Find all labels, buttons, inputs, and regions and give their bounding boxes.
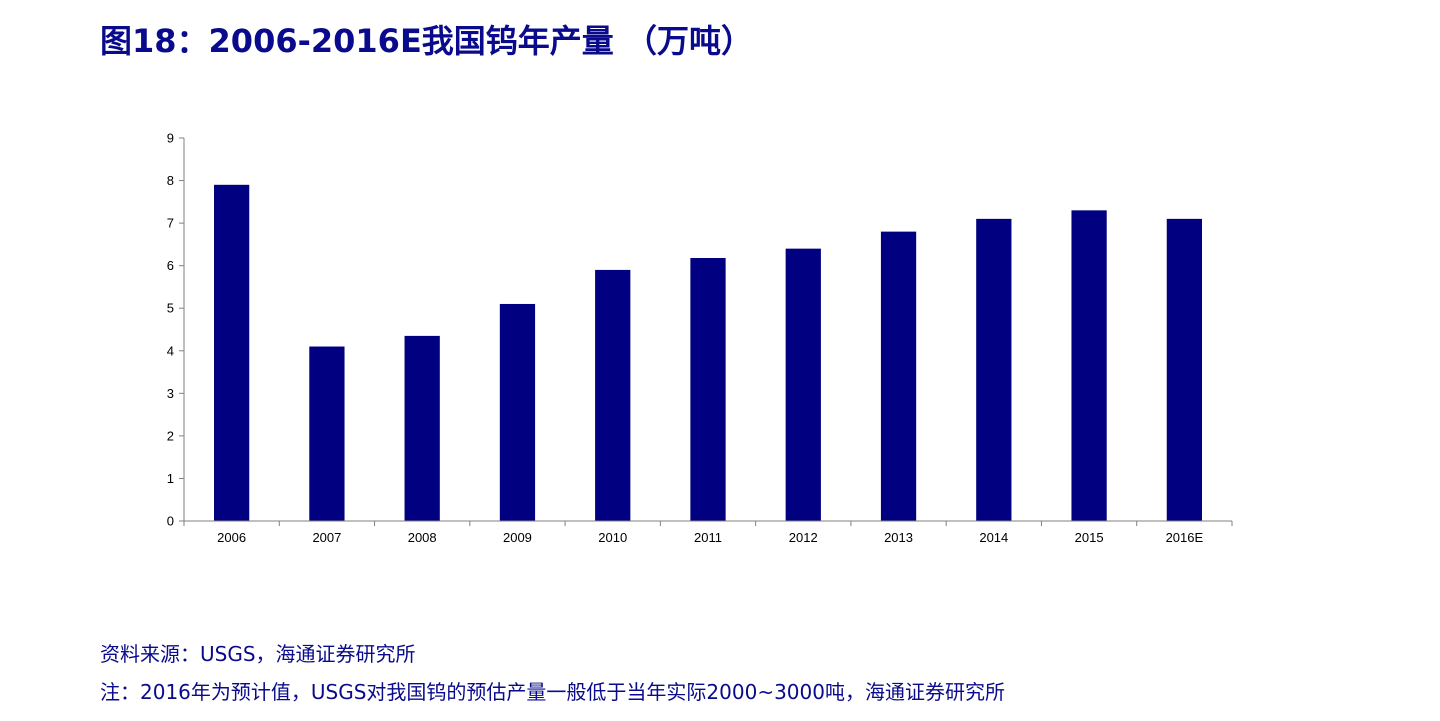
- bar-2014: [976, 218, 1012, 521]
- x-tick-label-2015: 2015: [1075, 530, 1104, 545]
- bar-2012: [785, 248, 821, 521]
- bar-2006: [214, 184, 250, 522]
- y-tick-label: 2: [167, 428, 174, 443]
- bars: [214, 184, 1202, 522]
- x-tick-label-2008: 2008: [408, 530, 437, 545]
- x-tick-label-2007: 2007: [312, 530, 341, 545]
- bar-2009: [499, 303, 536, 521]
- y-tick-label: 1: [167, 471, 174, 486]
- x-tick-label-2016E: 2016E: [1166, 530, 1204, 545]
- footnote: 注：2016年为预计值，USGS对我国钨的预估产量一般低于当年实际2000~30…: [100, 680, 1005, 704]
- x-tick-label-2012: 2012: [789, 530, 818, 545]
- bar-2013: [880, 231, 917, 521]
- y-tick-label: 8: [167, 173, 174, 188]
- y-tick-label: 0: [167, 514, 174, 529]
- bar-2015: [1071, 210, 1107, 521]
- y-tick-label: 6: [167, 258, 174, 273]
- y-tick-label: 4: [167, 343, 174, 358]
- x-tick-label-2006: 2006: [217, 530, 246, 545]
- x-tick-label-2013: 2013: [884, 530, 913, 545]
- x-tick-label-2011: 2011: [694, 530, 722, 545]
- y-tick-label: 9: [167, 131, 174, 146]
- x-axis-ticks: 2006 2007 2008 2009 2010 2011 2012 2013 2014 2015…: [183, 521, 1233, 545]
- y-tick-label: 3: [167, 386, 174, 401]
- bar-2016E: [1166, 218, 1202, 521]
- y-axis-ticks: 0 1 2 3 4 5 6 7 8 9: [167, 131, 184, 529]
- x-tick-label-2014: 2014: [979, 530, 1008, 545]
- y-tick-label: 5: [167, 301, 174, 316]
- source-note: 资料来源：USGS，海通证券研究所: [100, 642, 416, 666]
- y-tick-label: 7: [167, 216, 174, 231]
- x-tick-label-2010: 2010: [598, 530, 627, 545]
- bar-2008: [404, 335, 440, 521]
- bar-2010: [595, 269, 631, 521]
- bar-2011: [690, 258, 726, 521]
- bar-2007: [309, 346, 345, 521]
- x-tick-label-2009: 2009: [503, 530, 532, 545]
- page-title: 图18：2006-2016E我国钨年产量 （万吨）: [100, 22, 753, 60]
